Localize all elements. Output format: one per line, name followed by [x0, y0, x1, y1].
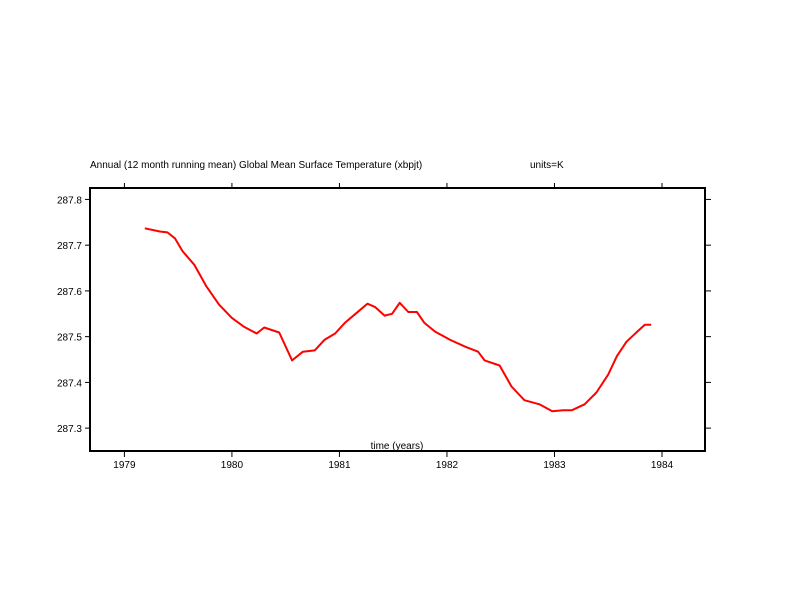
- x-tick-label: 1980: [221, 460, 244, 471]
- x-tick-label: 1983: [543, 460, 566, 471]
- chart-title: Annual (12 month running mean) Global Me…: [90, 160, 422, 171]
- x-tick-label: 1984: [651, 460, 674, 471]
- y-tick-label: 287.7: [57, 241, 82, 252]
- x-tick-label: 1979: [113, 460, 136, 471]
- y-tick-label: 287.5: [57, 333, 82, 344]
- plot-frame: [89, 187, 706, 452]
- y-tick-label: 287.4: [57, 378, 82, 389]
- y-tick-label: 287.6: [57, 287, 82, 298]
- x-tick-label: 1981: [328, 460, 351, 471]
- y-tick-label: 287.3: [57, 424, 82, 435]
- x-tick-label: 1982: [436, 460, 459, 471]
- units-label: units=K: [530, 160, 564, 171]
- y-tick-label: 287.8: [57, 195, 82, 206]
- series-line: [144, 227, 652, 413]
- x-axis-label: time (years): [371, 441, 424, 452]
